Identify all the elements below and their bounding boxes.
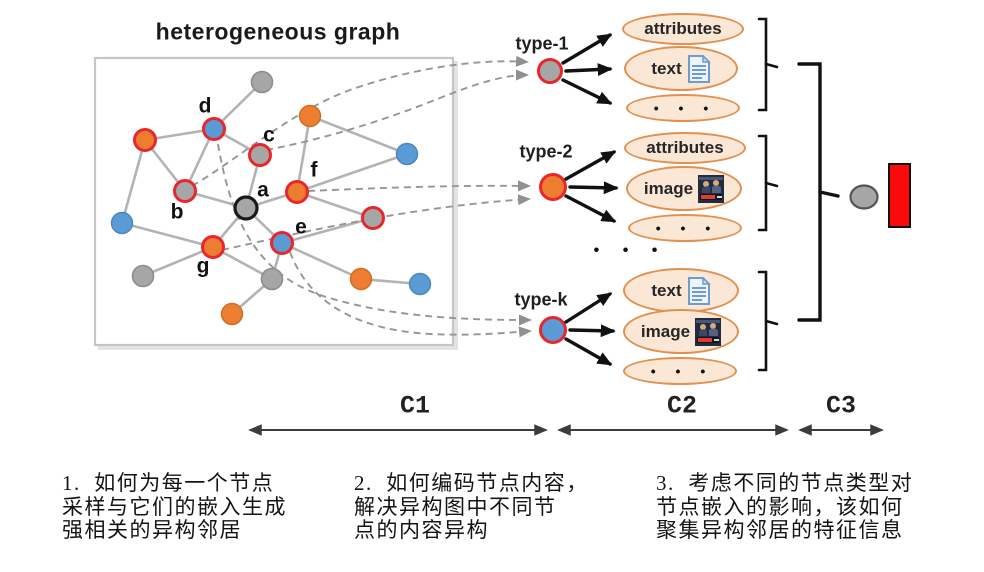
- graph-node-gray-bottom-left: [131, 264, 155, 288]
- note-3-line-3: 聚集异构邻居的特征信息: [656, 518, 904, 542]
- note-3-line-1: 3. 考虑不同的节点类型对: [656, 471, 914, 495]
- type2-image-label: image: [643, 178, 694, 198]
- node-label-b: b: [170, 200, 184, 224]
- typek-text-ellipse: text: [623, 268, 739, 313]
- type2-more-dots: • • •: [655, 220, 715, 236]
- typek-more-dots: • • •: [650, 363, 710, 379]
- graph-node-b: [173, 179, 197, 203]
- document-icon: [687, 54, 711, 83]
- aggregate-bracket: [797, 62, 840, 322]
- graph-node-orange-bottom: [220, 302, 244, 326]
- type2-more-ellipse: • • •: [628, 214, 742, 242]
- typek-image-label: image: [640, 321, 691, 341]
- typek-text-label: text: [651, 280, 682, 300]
- graph-node-gray-bottom-center: [260, 267, 284, 291]
- embedding-node: [849, 184, 879, 210]
- type1-attributes-text: attributes: [644, 19, 722, 38]
- movie-thumbnail-icon: [698, 174, 725, 203]
- graph-node-blue-left: [110, 211, 134, 235]
- graph-node-f: [285, 180, 309, 204]
- note-2: 2. 如何编码节点内容， 解决异构图中不同节 点的内容异构: [354, 471, 644, 543]
- typek-more-ellipse: • • •: [623, 357, 737, 385]
- sampling-dashed-curves: [191, 55, 532, 338]
- type2-image-ellipse: image: [626, 166, 742, 211]
- type1-more-dots: • • •: [653, 100, 713, 116]
- graph-node-orange-top: [298, 104, 322, 128]
- note-1-line-1: 1. 如何为每一个节点: [62, 471, 275, 495]
- type-k-node: [539, 316, 567, 344]
- span-label-c1: C1: [399, 391, 431, 421]
- graph-node-a: [233, 195, 259, 221]
- note-1-line-3: 强相关的异构邻居: [62, 518, 242, 542]
- type-group-separator-dots: • • •: [593, 242, 663, 259]
- type1-attributes-ellipse: attributes: [622, 13, 744, 45]
- node-label-d: d: [198, 94, 212, 118]
- movie-thumbnail-icon: [695, 317, 722, 346]
- graph-node-gray-top: [250, 70, 274, 94]
- type-k-label: type-k: [514, 289, 568, 310]
- span-label-c2: C2: [666, 391, 698, 421]
- note-3-line-2: 节点嵌入的影响，该如何: [656, 494, 904, 519]
- type1-text-label: text: [651, 58, 682, 78]
- embedding-output: [849, 163, 911, 228]
- note-2-line-1: 2. 如何编码节点内容，: [354, 471, 589, 495]
- note-2-line-2: 解决异构图中不同节: [354, 494, 557, 519]
- note-1: 1. 如何为每一个节点 采样与它们的嵌入生成 强相关的异构邻居: [62, 471, 342, 543]
- span-label-c3: C3: [825, 391, 857, 421]
- note-3: 3. 考虑不同的节点类型对 节点嵌入的影响，该如何 聚集异构邻居的特征信息: [656, 471, 966, 543]
- group-brackets: [757, 17, 779, 372]
- graph-node-orange-left: [133, 128, 157, 152]
- type-2-node: [539, 173, 567, 201]
- type1-text-ellipse: text: [624, 46, 738, 91]
- document-icon: [687, 276, 711, 305]
- node-label-c: c: [263, 123, 275, 147]
- type1-more-ellipse: • • •: [626, 94, 740, 122]
- graph-node-c: [248, 143, 272, 167]
- node-label-a: a: [257, 178, 269, 202]
- graph-node-e: [270, 231, 294, 255]
- type-1-label: type-1: [515, 33, 569, 54]
- node-label-f: f: [310, 158, 318, 182]
- graph-node-orange-bottom-right: [349, 267, 373, 291]
- figure-title: heterogeneous graph: [155, 18, 401, 45]
- graph-node-g: [201, 235, 225, 259]
- typek-image-ellipse: image: [623, 309, 739, 354]
- graph-node-d: [202, 117, 226, 141]
- graph-nodes: [110, 70, 432, 326]
- content-arrows: [561, 33, 619, 366]
- node-label-g: g: [196, 254, 210, 278]
- graph-node-blue-bottom-right: [408, 272, 432, 296]
- type2-attributes-ellipse: attributes: [624, 132, 746, 164]
- graph-node-gray-right: [361, 206, 385, 230]
- type2-attributes-text: attributes: [646, 138, 724, 157]
- type-anchor-nodes: [537, 58, 567, 344]
- type-2-label: type-2: [519, 141, 573, 162]
- graph-box: [93, 56, 458, 350]
- note-2-line-3: 点的内容异构: [354, 518, 489, 542]
- graph-node-blue-right: [395, 142, 419, 166]
- embedding-vector: [888, 163, 911, 228]
- type-1-node: [537, 58, 563, 84]
- node-label-e: e: [295, 215, 307, 239]
- note-1-line-2: 采样与它们的嵌入生成: [62, 494, 287, 519]
